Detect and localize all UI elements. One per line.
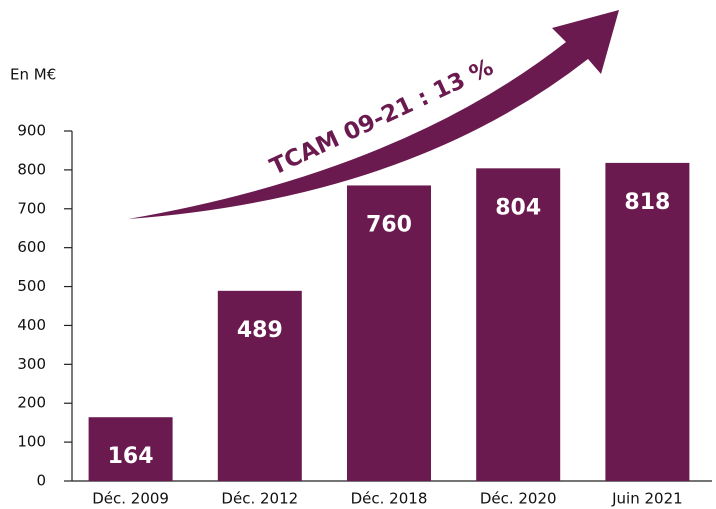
x-tick-label: Déc. 2012 xyxy=(221,490,298,508)
x-tick-label: Déc. 2009 xyxy=(92,490,169,508)
bar xyxy=(347,185,431,481)
y-tick-label: 200 xyxy=(17,394,46,412)
bar xyxy=(217,290,302,481)
x-tick-label: Juin 2021 xyxy=(611,490,683,508)
y-tick-label: 400 xyxy=(17,316,46,334)
y-tick-label: 0 xyxy=(36,472,46,490)
y-tick-label: 900 xyxy=(17,122,46,140)
value-label: 818 xyxy=(624,190,670,215)
y-axis-label: En M€ xyxy=(10,66,56,84)
bar xyxy=(476,168,561,482)
y-tick-label: 700 xyxy=(17,199,46,217)
x-tick-label: Déc. 2020 xyxy=(480,490,557,508)
y-tick-label: 300 xyxy=(17,355,46,373)
value-label: 489 xyxy=(237,318,283,343)
value-label: 804 xyxy=(495,195,541,220)
bar xyxy=(88,417,173,481)
y-tick-label: 500 xyxy=(17,277,46,295)
y-tick-label: 100 xyxy=(17,433,46,451)
y-tick-label: 600 xyxy=(17,238,46,256)
value-label: 760 xyxy=(366,212,412,237)
y-tick-label: 800 xyxy=(17,160,46,178)
bar xyxy=(605,162,690,481)
growth-arrow xyxy=(128,10,619,219)
value-label: 164 xyxy=(108,444,154,469)
x-tick-label: Déc. 2018 xyxy=(351,490,428,508)
